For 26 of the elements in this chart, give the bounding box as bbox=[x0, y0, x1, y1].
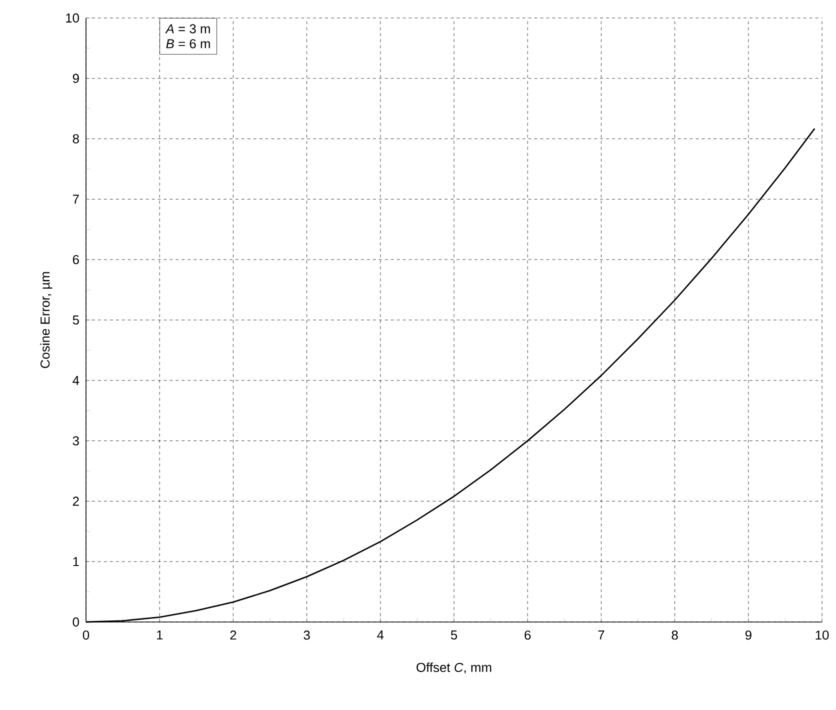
y-tick-label: 6 bbox=[72, 255, 79, 264]
x-axis-title: Offset C, mm bbox=[416, 662, 492, 674]
x-tick-label: 4 bbox=[377, 630, 384, 640]
y-tick-label: 10 bbox=[66, 13, 79, 23]
y-tick-label: 9 bbox=[72, 74, 79, 83]
x-tick-label: 3 bbox=[304, 630, 310, 640]
y-tick-label: 8 bbox=[72, 134, 79, 144]
annotation: B = 6 m bbox=[166, 39, 210, 48]
y-tick-label: 2 bbox=[72, 496, 79, 506]
y-axis-title: Cosine Error, µm bbox=[40, 272, 52, 368]
y-tick-label: 5 bbox=[72, 315, 79, 325]
x-tick-label: 8 bbox=[672, 630, 678, 640]
x-tick-label: 7 bbox=[598, 630, 604, 640]
y-tick-label: 4 bbox=[72, 376, 80, 385]
x-tick-label: 10 bbox=[816, 630, 829, 640]
y-tick-label: 1 bbox=[73, 557, 79, 566]
y-tick-label: 3 bbox=[72, 436, 79, 446]
x-tick-label: 0 bbox=[82, 630, 90, 640]
y-tick-label: 7 bbox=[72, 194, 79, 204]
x-tick-label: 6 bbox=[524, 630, 531, 640]
annotation: A = 3 m bbox=[165, 24, 210, 34]
x-tick-label: 2 bbox=[230, 630, 236, 640]
y-tick-label: 0 bbox=[72, 617, 79, 627]
x-tick-label: 5 bbox=[450, 630, 458, 640]
x-tick-label: 1 bbox=[156, 630, 163, 640]
x-tick-label: 9 bbox=[745, 630, 752, 640]
